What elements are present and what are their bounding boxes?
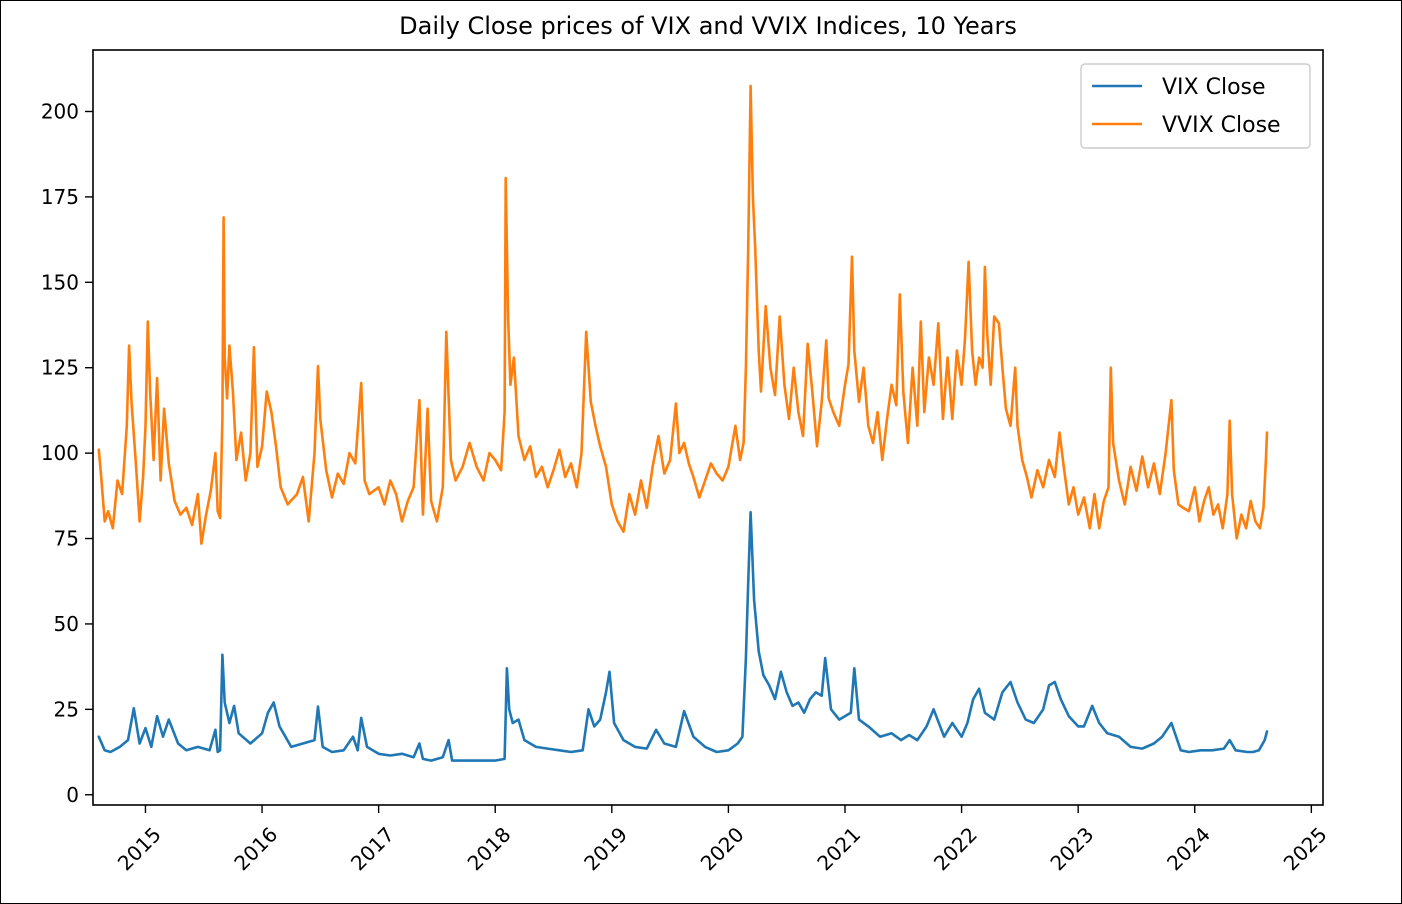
y-tick-label: 100 xyxy=(41,441,79,465)
y-tick-label: 25 xyxy=(54,697,79,721)
chart-title: Daily Close prices of VIX and VVIX Indic… xyxy=(399,12,1017,40)
y-tick-label: 75 xyxy=(54,527,79,551)
y-tick-label: 125 xyxy=(41,356,79,380)
x-tick-label: 2022 xyxy=(929,822,982,875)
series-layer xyxy=(97,84,1269,762)
series-line-vvix-close xyxy=(97,84,1269,545)
series-line-vix-close xyxy=(97,510,1269,762)
y-axis: 0 25 50 75 100 125 150 175 200 xyxy=(41,99,93,807)
legend-label-vix: VIX Close xyxy=(1162,75,1266,100)
x-tick-label: 2016 xyxy=(229,822,282,875)
x-tick-label: 2024 xyxy=(1162,822,1215,875)
x-tick-label: 2025 xyxy=(1279,822,1332,875)
y-tick-label: 50 xyxy=(54,612,79,636)
y-tick-label: 0 xyxy=(66,783,79,807)
x-tick-label: 2023 xyxy=(1045,822,1098,875)
x-tick-label: 2017 xyxy=(346,822,399,875)
y-tick-label: 175 xyxy=(41,185,79,209)
plot-area xyxy=(92,49,1324,806)
legend-label-vvix: VVIX Close xyxy=(1162,113,1281,138)
x-tick-label: 2021 xyxy=(812,822,865,875)
x-axis: 2015 2016 2017 2018 2019 2020 2021 2022 2023 2024… xyxy=(113,805,1332,875)
y-tick-label: 150 xyxy=(41,270,79,294)
legend: VIX Close VVIX Close xyxy=(1080,63,1311,149)
x-tick-label: 2015 xyxy=(113,822,166,875)
x-tick-label: 2019 xyxy=(579,822,632,875)
y-tick-label: 200 xyxy=(41,99,79,123)
x-tick-label: 2018 xyxy=(463,822,516,875)
x-tick-label: 2020 xyxy=(696,822,749,875)
